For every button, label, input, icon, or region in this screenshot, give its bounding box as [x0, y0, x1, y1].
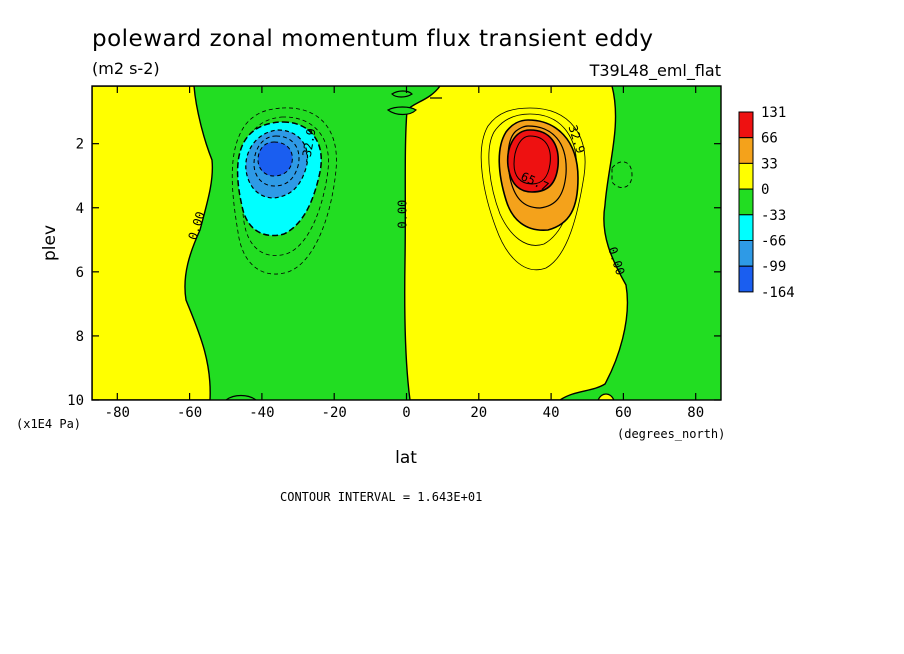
colorbar-swatch	[738, 214, 754, 242]
contour-neg-outer-1	[231, 107, 337, 275]
x-tick-label: -20	[322, 405, 347, 421]
colorbar-swatch	[738, 188, 754, 216]
contour-label: 0.00	[396, 200, 410, 229]
dataset-label: T39L48_eml_flat	[589, 61, 721, 81]
x-tick-label: 40	[543, 405, 560, 421]
x-tick-label: -60	[177, 405, 202, 421]
contour-pos-82	[513, 135, 551, 185]
x-tick-label: -80	[105, 405, 130, 421]
y-tick-label: 6	[76, 265, 84, 281]
contour-pos-outer-1	[480, 107, 586, 271]
contour-label: -32.9	[299, 127, 319, 165]
x-axis-label: lat	[395, 448, 417, 468]
colorbar-label: 66	[761, 131, 778, 147]
y-tick-label: 4	[76, 201, 84, 217]
x-axis-units: (degrees_north)	[617, 427, 725, 441]
y-axis-units: (x1E4 Pa)	[16, 417, 81, 431]
y-tick-label: 8	[76, 329, 84, 345]
contour-neg-outer-2	[240, 116, 329, 256]
x-tick-label: 80	[687, 405, 704, 421]
y-tick-label: 2	[76, 137, 84, 153]
y-axis-ticks: 2 4 6 8 10	[67, 137, 721, 409]
contour-neg-82	[253, 135, 300, 187]
x-tick-label: 60	[615, 405, 632, 421]
units-label: (m2 s-2)	[92, 59, 160, 78]
y-axis-label: plev	[40, 225, 60, 261]
contour-pos-outer-2	[488, 113, 577, 246]
contour-pos-49	[507, 125, 567, 209]
colorbar-swatch	[738, 137, 754, 164]
north-negative-cell	[611, 161, 633, 189]
contour-neg-99	[257, 141, 293, 177]
colorbar-label: 131	[761, 105, 786, 121]
colorbar-swatch	[738, 162, 754, 190]
x-tick-label: 0	[402, 405, 410, 421]
small-green-islands-top	[386, 106, 417, 116]
x-tick-label: -40	[249, 405, 274, 421]
y-tick-label: 10	[67, 393, 84, 409]
colorbar-swatch	[738, 265, 754, 293]
chart-title: poleward zonal momentum flux transient e…	[92, 26, 654, 52]
colorbar: 131 66 33 0 -33 -66 -99 -164	[738, 105, 795, 301]
contour-interval-note: CONTOUR INTERVAL = 1.643E+01	[280, 490, 482, 504]
colorbar-swatch	[738, 240, 754, 267]
x-axis-ticks: -80 -60 -40 -20 0 20 40 60 80	[105, 86, 704, 421]
colorbar-swatch	[738, 111, 754, 139]
colorbar-label: 0	[761, 182, 769, 198]
colorbar-label: -99	[761, 259, 786, 275]
colorbar-label: -164	[761, 285, 795, 301]
small-feature-top-center	[391, 90, 413, 98]
region-positive-south	[92, 86, 214, 400]
x-tick-label: 20	[470, 405, 487, 421]
colorbar-label: 33	[761, 156, 778, 172]
colorbar-label: -66	[761, 234, 786, 250]
colorbar-label: -33	[761, 208, 786, 224]
